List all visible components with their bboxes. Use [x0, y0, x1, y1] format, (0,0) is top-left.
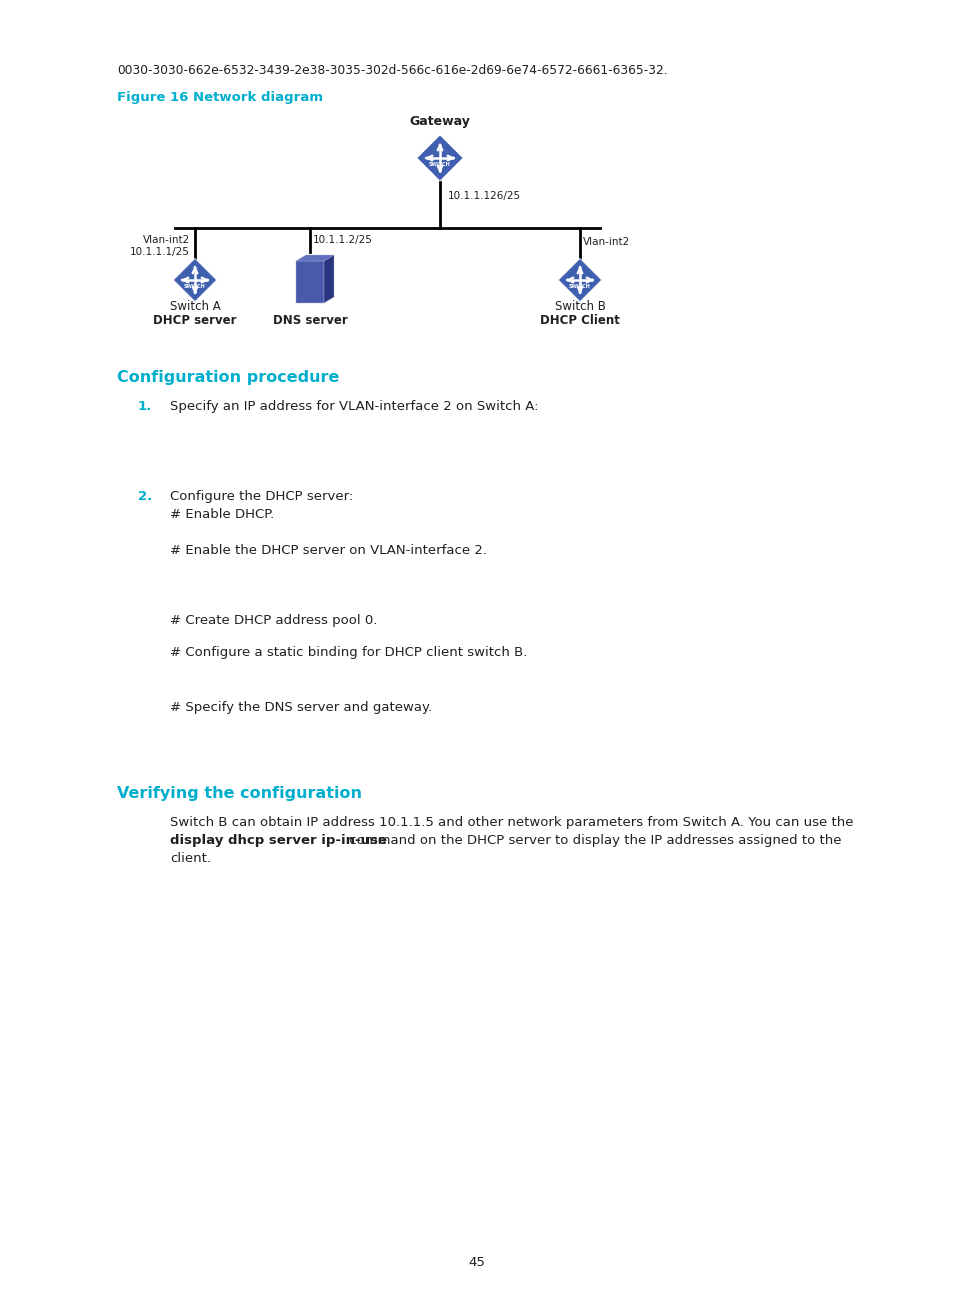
Text: 45: 45 [468, 1256, 485, 1269]
Text: 10.1.1.126/25: 10.1.1.126/25 [448, 191, 520, 201]
Text: Specify an IP address for VLAN-interface 2 on Switch A:: Specify an IP address for VLAN-interface… [170, 400, 537, 413]
Text: Verifying the configuration: Verifying the configuration [117, 785, 361, 801]
Text: Vlan-int2: Vlan-int2 [582, 237, 630, 248]
Text: DNS server: DNS server [273, 314, 347, 327]
Text: # Enable the DHCP server on VLAN-interface 2.: # Enable the DHCP server on VLAN-interfa… [170, 544, 486, 557]
Polygon shape [416, 135, 462, 181]
Text: client.: client. [170, 851, 211, 864]
Text: 10.1.1.1/25: 10.1.1.1/25 [130, 248, 190, 257]
Polygon shape [173, 258, 216, 302]
Text: Switch B: Switch B [554, 301, 605, 314]
Text: 10.1.1.2/25: 10.1.1.2/25 [313, 235, 373, 245]
Text: Vlan-int2: Vlan-int2 [143, 235, 190, 245]
Text: DHCP server: DHCP server [153, 314, 236, 327]
Polygon shape [295, 255, 334, 260]
Text: 2.: 2. [138, 490, 152, 503]
Text: Figure 16 Network diagram: Figure 16 Network diagram [117, 91, 323, 104]
Text: 0030-3030-662e-6532-3439-2e38-3035-302d-566c-616e-2d69-6e74-6572-6661-6365-32.: 0030-3030-662e-6532-3439-2e38-3035-302d-… [117, 64, 667, 76]
Text: SWITCH: SWITCH [429, 162, 451, 167]
Text: DHCP Client: DHCP Client [539, 314, 619, 327]
Text: Gateway: Gateway [409, 115, 470, 128]
Polygon shape [295, 260, 324, 303]
Text: # Specify the DNS server and gateway.: # Specify the DNS server and gateway. [170, 701, 432, 714]
Text: Switch B can obtain IP address 10.1.1.5 and other network parameters from Switch: Switch B can obtain IP address 10.1.1.5 … [170, 816, 853, 829]
Text: # Create DHCP address pool 0.: # Create DHCP address pool 0. [170, 614, 377, 627]
Text: SWITCH: SWITCH [569, 284, 590, 289]
Text: SWITCH: SWITCH [184, 284, 206, 289]
Text: display dhcp server ip-in-use: display dhcp server ip-in-use [170, 835, 387, 848]
Text: Switch A: Switch A [170, 301, 220, 314]
Text: # Configure a static binding for DHCP client switch B.: # Configure a static binding for DHCP cl… [170, 645, 527, 658]
Polygon shape [324, 255, 334, 303]
Text: Configure the DHCP server:: Configure the DHCP server: [170, 490, 353, 503]
Text: Configuration procedure: Configuration procedure [117, 369, 339, 385]
Text: 1.: 1. [138, 400, 152, 413]
Text: command on the DHCP server to display the IP addresses assigned to the: command on the DHCP server to display th… [345, 835, 841, 848]
Text: # Enable DHCP.: # Enable DHCP. [170, 508, 274, 521]
Polygon shape [558, 258, 601, 302]
